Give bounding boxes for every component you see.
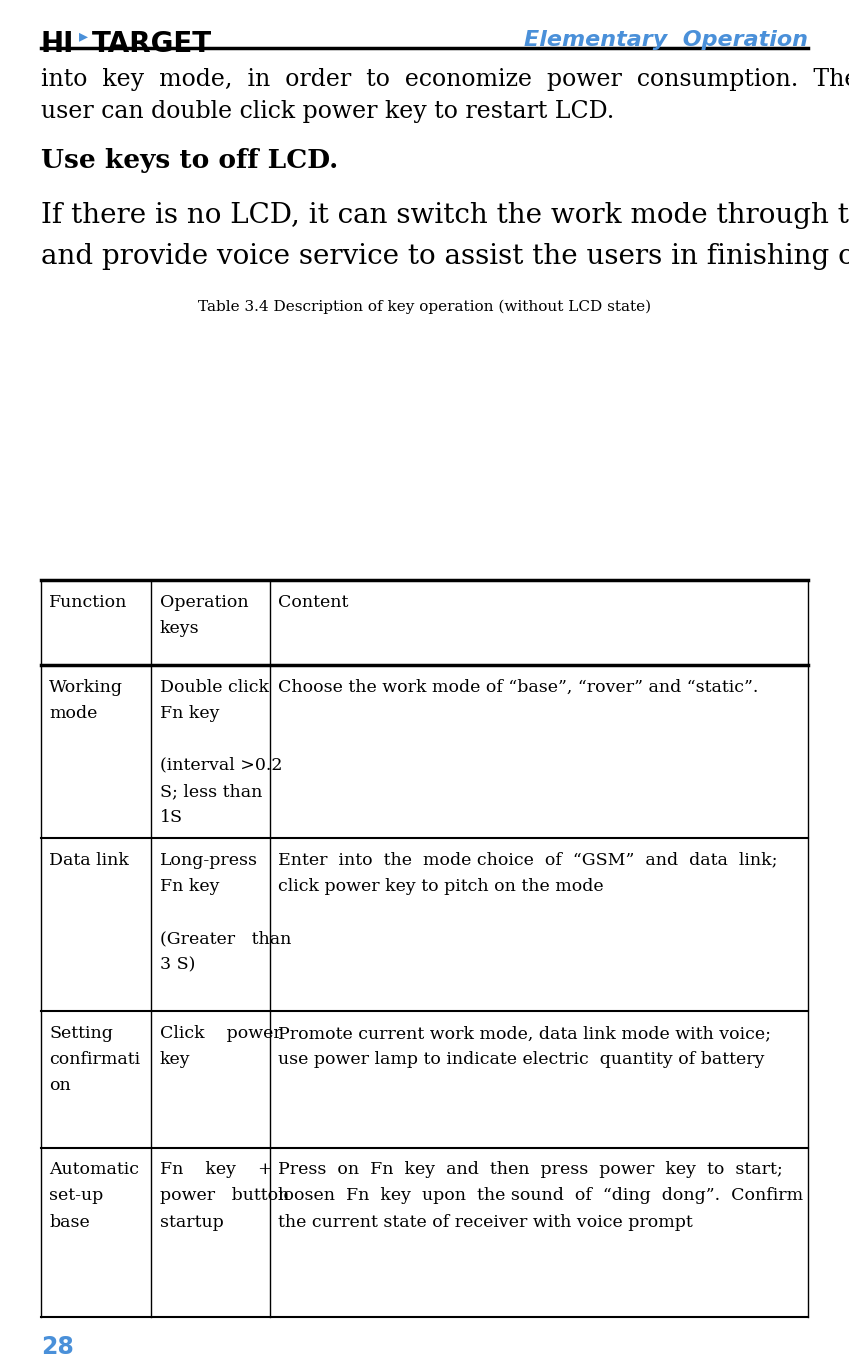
Text: Operation
keys: Operation keys xyxy=(160,594,248,637)
Text: If there is no LCD, it can switch the work mode through two keys: If there is no LCD, it can switch the wo… xyxy=(41,202,849,229)
Text: Setting
confirmati
on: Setting confirmati on xyxy=(49,1025,140,1095)
Text: TARGET: TARGET xyxy=(92,30,211,57)
Text: into  key  mode,  in  order  to  economize  power  consumption.  The: into key mode, in order to economize pow… xyxy=(41,68,849,91)
Text: Promote current work mode, data link mode with voice;
use power lamp to indicate: Promote current work mode, data link mod… xyxy=(278,1025,772,1067)
Text: HI: HI xyxy=(41,30,74,57)
Text: Working
mode: Working mode xyxy=(49,678,123,722)
Text: Use keys to off LCD.: Use keys to off LCD. xyxy=(41,147,338,173)
Text: Press  on  Fn  key  and  then  press  power  key  to  start;
loosen  Fn  key  up: Press on Fn key and then press power key… xyxy=(278,1162,804,1230)
Text: Elementary  Operation: Elementary Operation xyxy=(524,30,808,51)
Text: Data link: Data link xyxy=(49,852,129,868)
Text: and provide voice service to assist the users in finishing operation.: and provide voice service to assist the … xyxy=(41,243,849,270)
Text: Fn    key    +
power   button
startup: Fn key + power button startup xyxy=(160,1162,289,1230)
Text: user can double click power key to restart LCD.: user can double click power key to resta… xyxy=(41,100,614,123)
Text: Long-press
Fn key

(Greater   than
3 S): Long-press Fn key (Greater than 3 S) xyxy=(160,852,291,973)
Text: Click    power
key: Click power key xyxy=(160,1025,281,1067)
Text: Function: Function xyxy=(49,594,127,610)
Text: 28: 28 xyxy=(41,1335,74,1360)
Text: Choose the work mode of “base”, “rover” and “static”.: Choose the work mode of “base”, “rover” … xyxy=(278,678,759,696)
Text: Content: Content xyxy=(278,594,349,610)
Text: Table 3.4 Description of key operation (without LCD state): Table 3.4 Description of key operation (… xyxy=(198,300,651,314)
Text: ▸: ▸ xyxy=(79,27,88,45)
Text: Enter  into  the  mode choice  of  “GSM”  and  data  link;
click power key to pi: Enter into the mode choice of “GSM” and … xyxy=(278,852,778,895)
Text: Automatic
set-up
base: Automatic set-up base xyxy=(49,1162,139,1230)
Text: Double click
Fn key

(interval >0.2
S; less than
1S: Double click Fn key (interval >0.2 S; le… xyxy=(160,678,282,826)
